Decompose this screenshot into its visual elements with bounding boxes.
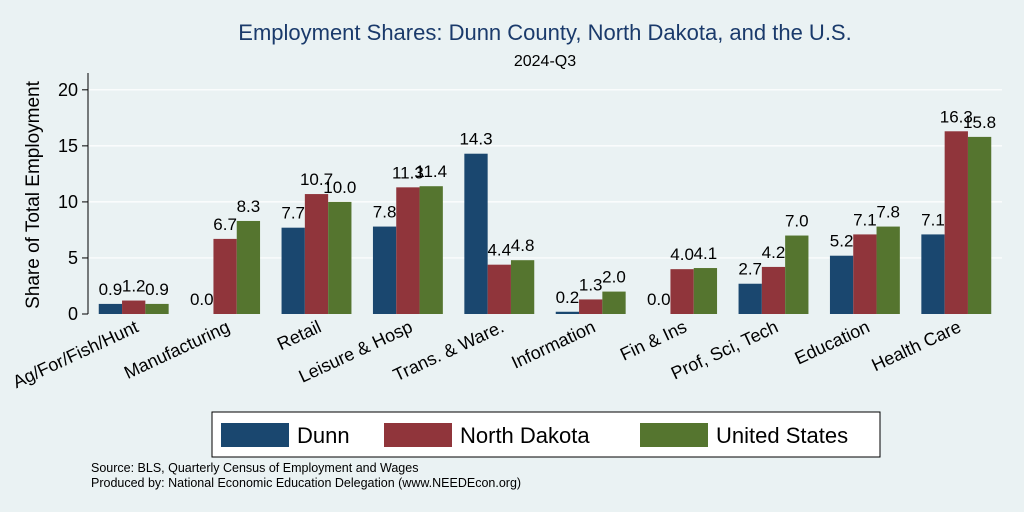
bar-dunn-trans-ware [464, 153, 488, 314]
x-tick-label-ag-for-fish-hunt: Ag/For/Fish/Hunt [10, 316, 142, 392]
x-tick-label-manufacturing: Manufacturing [121, 316, 233, 382]
bar-north-dakota-health-care [944, 131, 968, 314]
x-tick-label-fin-ins: Fin & Ins [617, 316, 690, 364]
bar-united-states-information [602, 291, 626, 314]
bar-north-dakota-education [853, 234, 877, 314]
data-label-united-states-prof-sci-tech: 7.0 [785, 212, 809, 231]
data-label-north-dakota-prof-sci-tech: 4.2 [762, 243, 786, 262]
legend-label-dunn: Dunn [297, 423, 350, 448]
data-label-north-dakota-trans-ware: 4.4 [487, 241, 511, 260]
y-axis: 0 5 10 15 20 [58, 73, 89, 324]
data-label-north-dakota-ag-for-fish-hunt: 1.2 [122, 277, 146, 296]
produced-by-note: Produced by: National Economic Education… [91, 476, 521, 490]
bar-dunn-retail [281, 227, 305, 314]
data-label-dunn-retail: 7.7 [281, 204, 305, 223]
data-label-north-dakota-health-care: 16.3 [940, 107, 973, 126]
data-label-united-states-retail: 10.0 [323, 178, 356, 197]
y-tick-label-5: 5 [68, 248, 78, 268]
bar-north-dakota-trans-ware [487, 264, 511, 314]
bar-united-states-health-care [967, 136, 992, 314]
data-label-dunn-information: 0.2 [556, 288, 580, 307]
bar-dunn-ag-for-fish-hunt [98, 303, 123, 314]
y-tick-label-20: 20 [58, 80, 78, 100]
data-label-north-dakota-information: 1.3 [579, 275, 603, 294]
data-labels: 0.9 1.2 0.9 0.0 6.78.3 7.7 10.710.0 7.8 11.311.4… [99, 107, 997, 309]
legend-label-united-states: United States [716, 423, 848, 448]
bar-united-states-trans-ware [510, 260, 535, 314]
legend: Dunn North Dakota United States [211, 411, 881, 458]
bar-united-states-manufacturing [236, 220, 261, 314]
bar-united-states-retail [328, 201, 352, 314]
legend-box [211, 411, 881, 458]
bar-north-dakota-manufacturing [213, 238, 237, 314]
bar-united-states-ag-for-fish-hunt [145, 303, 169, 314]
data-label-dunn-trans-ware: 14.3 [459, 130, 492, 149]
bar-united-states-leisure-hosp [419, 186, 443, 314]
source-note: Source: BLS, Quarterly Census of Employm… [91, 461, 418, 475]
x-tick-label-health-care: Health Care [868, 316, 964, 375]
data-label-dunn-prof-sci-tech: 2.7 [738, 260, 762, 279]
data-label-united-states-education: 7.8 [876, 203, 900, 222]
data-label-dunn-education: 5.2 [830, 232, 854, 251]
bar-north-dakota-leisure-hosp [396, 187, 420, 314]
data-label-north-dakota-education: 7.1 [853, 210, 877, 229]
data-label-north-dakota-manufacturing: 6.7 [213, 215, 237, 234]
data-label-dunn-ag-for-fish-hunt: 0.9 [99, 280, 123, 299]
y-tick-label-10: 10 [58, 192, 78, 212]
data-label-united-states-trans-ware: 4.8 [511, 236, 535, 255]
legend-swatch-united-states [640, 423, 708, 447]
data-label-united-states-health-care: 15.8 [963, 113, 996, 132]
bar-north-dakota-information [579, 299, 603, 314]
bar-dunn-prof-sci-tech [738, 283, 762, 314]
bar-united-states-education [876, 226, 900, 314]
bar-dunn-education [829, 255, 854, 314]
x-tick-label-information: Information [508, 316, 598, 372]
bar-united-states-fin-ins [693, 268, 718, 314]
bar-north-dakota-ag-for-fish-hunt [122, 300, 146, 314]
data-label-united-states-information: 2.0 [602, 268, 626, 287]
y-tick-label-15: 15 [58, 136, 78, 156]
chart-subtitle: 2024-Q3 [514, 53, 576, 70]
data-label-north-dakota-fin-ins: 4.0 [670, 245, 694, 264]
data-label-united-states-ag-for-fish-hunt: 0.9 [145, 280, 169, 299]
data-label-dunn-manufacturing: 0.0 [190, 290, 214, 309]
data-label-dunn-leisure-hosp: 7.8 [373, 203, 397, 222]
legend-swatch-dunn [221, 423, 289, 447]
bar-dunn-health-care [921, 234, 945, 314]
bar-north-dakota-fin-ins [670, 269, 694, 314]
data-label-united-states-manufacturing: 8.3 [237, 197, 261, 216]
x-tick-label-retail: Retail [274, 316, 324, 354]
data-label-north-dakota-retail: 10.7 [300, 170, 333, 189]
data-label-dunn-health-care: 7.1 [921, 210, 945, 229]
bars [98, 131, 992, 314]
bar-dunn-leisure-hosp [372, 226, 397, 314]
bar-north-dakota-retail [304, 194, 329, 314]
data-label-united-states-fin-ins: 4.1 [694, 244, 718, 263]
chart-title: Employment Shares: Dunn County, North Da… [238, 20, 851, 45]
y-axis-label: Share of Total Employment [23, 80, 44, 308]
data-label-dunn-fin-ins: 0.0 [647, 290, 671, 309]
bar-united-states-prof-sci-tech [785, 235, 809, 314]
legend-label-north-dakota: North Dakota [460, 423, 590, 448]
bar-north-dakota-prof-sci-tech [761, 266, 786, 314]
data-label-united-states-leisure-hosp: 11.4 [415, 162, 447, 181]
data-label-north-dakota-leisure-hosp: 11.3 [392, 163, 424, 182]
x-tick-label-education: Education [792, 316, 873, 368]
y-tick-label-0: 0 [68, 304, 78, 324]
bar-dunn-information [555, 311, 580, 314]
legend-swatch-north-dakota [384, 423, 452, 447]
